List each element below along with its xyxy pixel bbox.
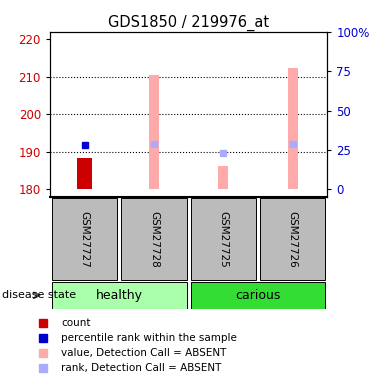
Bar — [121, 198, 186, 280]
Text: rank, Detection Call = ABSENT: rank, Detection Call = ABSENT — [61, 363, 221, 373]
Text: healthy: healthy — [96, 289, 143, 302]
Bar — [191, 282, 325, 309]
Title: GDS1850 / 219976_at: GDS1850 / 219976_at — [108, 14, 269, 30]
Bar — [149, 75, 159, 189]
Text: disease state: disease state — [2, 290, 76, 300]
Text: GSM27725: GSM27725 — [218, 211, 228, 267]
Text: GSM27727: GSM27727 — [80, 211, 90, 267]
Text: count: count — [61, 318, 91, 327]
Text: GSM27728: GSM27728 — [149, 211, 159, 267]
Text: value, Detection Call = ABSENT: value, Detection Call = ABSENT — [61, 348, 226, 358]
Bar — [191, 198, 256, 280]
Bar — [260, 198, 325, 280]
Text: carious: carious — [235, 289, 281, 302]
Text: percentile rank within the sample: percentile rank within the sample — [61, 333, 237, 343]
Text: GSM27726: GSM27726 — [288, 211, 298, 267]
Bar — [288, 68, 298, 189]
Bar — [52, 282, 186, 309]
Bar — [218, 166, 228, 189]
Bar — [77, 158, 92, 189]
Bar — [52, 198, 117, 280]
